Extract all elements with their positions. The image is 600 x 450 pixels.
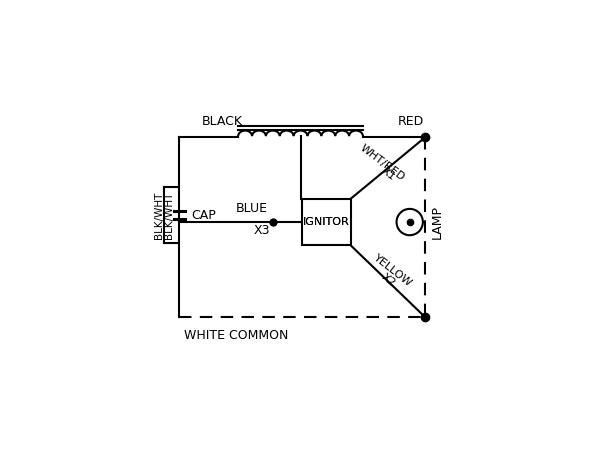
Text: IGNITOR: IGNITOR: [303, 217, 350, 227]
Text: BLK/WHT: BLK/WHT: [164, 191, 174, 239]
Circle shape: [397, 209, 423, 235]
Text: BLACK: BLACK: [202, 116, 243, 129]
Text: WHITE COMMON: WHITE COMMON: [184, 329, 289, 342]
Text: IGNITOR: IGNITOR: [303, 217, 350, 227]
FancyBboxPatch shape: [302, 198, 351, 245]
Text: RED: RED: [397, 116, 424, 129]
Text: X2: X2: [379, 271, 397, 288]
Text: BLK/WHT: BLK/WHT: [154, 191, 164, 239]
Text: CAP: CAP: [191, 209, 216, 221]
Text: LAMP: LAMP: [431, 205, 444, 239]
Text: WHT/RED: WHT/RED: [358, 143, 406, 183]
Text: X1: X1: [379, 165, 397, 182]
Text: BLUE: BLUE: [236, 202, 268, 215]
Text: X3: X3: [254, 224, 271, 237]
Text: YELLOW: YELLOW: [371, 252, 413, 288]
